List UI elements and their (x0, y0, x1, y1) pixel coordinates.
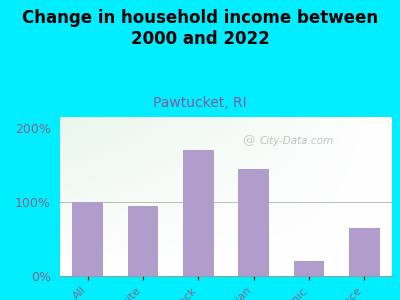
Bar (128, 206, 158, 276)
Bar (72, 202, 103, 276)
Text: Change in household income between
2000 and 2022: Change in household income between 2000 … (22, 9, 378, 48)
Bar (349, 228, 380, 276)
Text: @: @ (242, 134, 255, 147)
Text: Pawtucket, RI: Pawtucket, RI (153, 96, 247, 110)
Text: City-Data.com: City-Data.com (259, 136, 333, 146)
Bar (238, 169, 269, 276)
Bar (294, 261, 324, 276)
Bar (183, 150, 214, 276)
